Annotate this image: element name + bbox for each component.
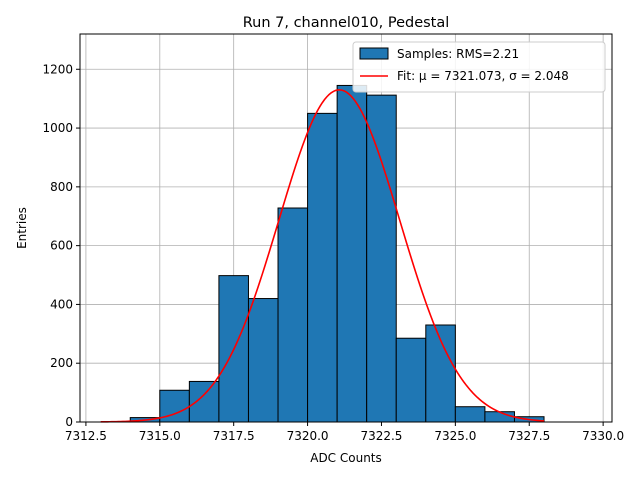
x-tick-label: 7330.0	[582, 429, 624, 443]
y-tick-label: 200	[50, 356, 73, 370]
x-tick-label: 7325.0	[434, 429, 476, 443]
histogram-bar	[247, 298, 279, 423]
fit-curve-group	[100, 89, 545, 423]
legend: Samples: RMS=2.21 Fit: μ = 7321.073, σ =…	[352, 41, 606, 93]
legend-swatch-samples	[359, 47, 389, 60]
x-tick-label: 7312.5	[65, 429, 107, 443]
chart-title: Run 7, channel010, Pedestal	[243, 15, 450, 31]
histogram-bar	[277, 207, 309, 423]
y-axis-ticks: 0 200 400 600 800 1000 1200	[42, 62, 80, 429]
x-axis-label: ADC Counts	[310, 451, 382, 465]
x-tick-label: 7322.5	[360, 429, 402, 443]
histogram-bar	[188, 380, 220, 423]
histogram-bar	[366, 94, 397, 423]
y-tick-label: 400	[50, 297, 73, 311]
histogram-bar	[454, 406, 486, 423]
histogram-bars	[129, 84, 545, 423]
legend-label-fit: Fit: μ = 7321.073, σ = 2.048	[397, 69, 569, 83]
histogram-bar	[307, 112, 338, 423]
plot-frame	[79, 33, 613, 423]
x-tick-label: 7327.5	[508, 429, 550, 443]
y-tick-label: 0	[65, 415, 73, 429]
y-axis-label: Entries	[15, 207, 29, 249]
x-tick-label: 7320.0	[287, 429, 329, 443]
y-tick-label: 600	[50, 239, 73, 253]
legend-label-samples: Samples: RMS=2.21	[397, 47, 519, 61]
x-axis-ticks: 7312.5 7315.0 7317.5 7320.0 7322.5 7325.0 7327…	[65, 422, 624, 443]
y-tick-label: 1200	[42, 62, 73, 76]
y-tick-label: 800	[50, 180, 73, 194]
x-tick-label: 7315.0	[139, 429, 181, 443]
legend-box	[352, 41, 606, 93]
histogram-bar	[336, 84, 368, 423]
gaussian-fit-line	[100, 89, 545, 423]
histogram-bar	[395, 337, 427, 423]
histogram-bar	[484, 411, 515, 423]
y-tick-label: 1000	[42, 121, 73, 135]
x-tick-label: 7317.5	[213, 429, 255, 443]
